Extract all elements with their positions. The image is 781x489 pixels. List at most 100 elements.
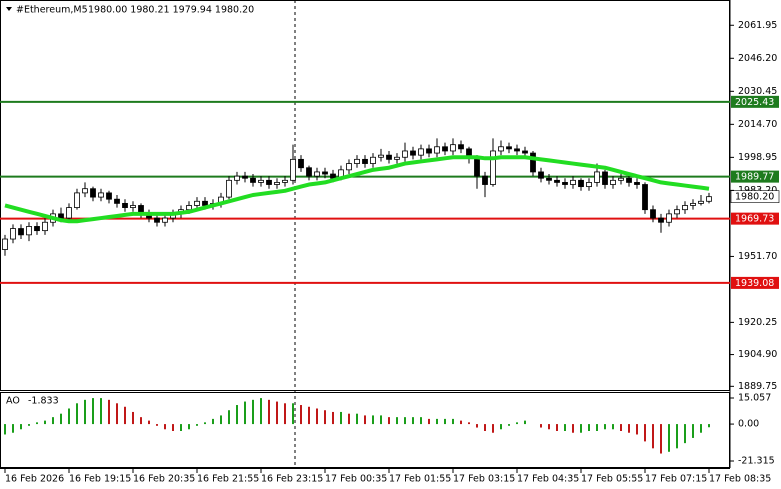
- level-label: 1969.73: [735, 214, 774, 225]
- candle-body: [10, 228, 16, 240]
- candle-body: [682, 205, 688, 211]
- candle-body: [386, 154, 392, 160]
- candle-body: [162, 217, 168, 223]
- candle-body: [610, 179, 616, 185]
- candle-body: [26, 226, 32, 236]
- indicator-value: -1.833: [28, 396, 59, 407]
- candle-body: [282, 179, 288, 183]
- candle-body: [450, 144, 456, 152]
- x-tick-label: 17 Feb 01:55: [389, 474, 451, 485]
- candle-body: [378, 154, 384, 158]
- candle-body: [370, 156, 376, 164]
- candle-body: [458, 144, 464, 150]
- candle-body: [394, 156, 400, 160]
- candle-body: [578, 179, 584, 188]
- candle-body: [666, 213, 672, 223]
- candle-body: [674, 209, 680, 215]
- candle-body: [298, 158, 304, 169]
- candle-body: [330, 173, 336, 179]
- candle-body: [202, 200, 208, 206]
- candle-body: [18, 228, 24, 236]
- level-label: 2025.43: [735, 97, 774, 108]
- y-tick-label: 1889.75: [738, 381, 777, 392]
- x-tick-label: 16 Feb 21:55: [197, 474, 259, 485]
- candle-body: [538, 171, 544, 179]
- candle-body: [74, 192, 80, 208]
- candle-body: [306, 167, 312, 177]
- candle-body: [554, 179, 560, 183]
- y-tick-label: 2046.20: [738, 53, 777, 64]
- candle-body: [522, 150, 528, 154]
- candle-body: [362, 158, 368, 164]
- candle-body: [402, 150, 408, 158]
- candle-body: [258, 179, 264, 183]
- candle-body: [274, 182, 280, 185]
- current-price-label: 1980.20: [735, 192, 774, 203]
- y-tick-label: 2030.45: [738, 86, 777, 97]
- candle-body: [98, 192, 104, 198]
- level-label: 1939.08: [735, 278, 774, 289]
- candle-body: [266, 179, 272, 185]
- x-tick-label: 16 Feb 23:15: [261, 474, 323, 485]
- candle-body: [530, 152, 536, 173]
- menu-arrow[interactable]: [6, 7, 12, 11]
- candle-body: [698, 200, 704, 204]
- candle-body: [242, 175, 248, 179]
- candle-body: [66, 207, 72, 219]
- candle-body: [706, 196, 712, 202]
- y-tick-label: 1998.95: [738, 152, 777, 163]
- indicator-label: AO: [6, 396, 20, 407]
- candle-body: [346, 163, 352, 171]
- candle-body: [506, 146, 512, 150]
- candle-body: [354, 158, 360, 164]
- candle-body: [562, 182, 568, 185]
- x-tick-label: 16 Feb 19:15: [69, 474, 131, 485]
- candle-body: [250, 177, 256, 183]
- candle-body: [658, 217, 664, 223]
- candle-body: [314, 171, 320, 177]
- x-tick-label: 17 Feb 08:35: [709, 474, 771, 485]
- candle-body: [290, 158, 296, 181]
- candle-body: [546, 177, 552, 181]
- candle-body: [58, 213, 64, 219]
- candle-body: [474, 156, 480, 177]
- moving-average: [4, 155, 710, 224]
- ao-tick-label: -21.315: [738, 455, 775, 466]
- current-price-tag: [730, 190, 780, 203]
- candle-body: [226, 179, 232, 198]
- level-label: 1989.77: [735, 172, 774, 183]
- candle-body: [570, 179, 576, 185]
- symbol: #Ethereum,M5: [16, 5, 88, 16]
- candle-body: [322, 171, 328, 175]
- y-tick-label: 2014.70: [738, 119, 777, 130]
- candle-body: [154, 217, 160, 223]
- candle-body: [482, 175, 488, 185]
- candle-body: [490, 150, 496, 185]
- candle-body: [498, 146, 504, 152]
- candle-body: [130, 205, 136, 208]
- candle-body: [594, 171, 600, 183]
- candle-body: [90, 188, 96, 198]
- candle-body: [418, 148, 424, 156]
- y-tick-label: 1951.70: [738, 251, 777, 262]
- level-tag: [731, 276, 779, 289]
- candle-body: [106, 192, 112, 200]
- candle-body: [586, 182, 592, 188]
- level-tag: [731, 95, 779, 108]
- candle-body: [634, 182, 640, 185]
- candle-body: [426, 148, 432, 154]
- candle-body: [514, 148, 520, 152]
- x-tick-label: 17 Feb 05:55: [581, 474, 643, 485]
- x-tick-label: 17 Feb 07:15: [645, 474, 707, 485]
- candle-body: [650, 209, 656, 219]
- candle-body: [618, 177, 624, 181]
- level-tag: [731, 170, 779, 183]
- x-tick-label: 16 Feb 20:35: [133, 474, 195, 485]
- candle-body: [434, 146, 440, 154]
- candle-body: [186, 205, 192, 211]
- x-tick-label: 17 Feb 00:35: [325, 474, 387, 485]
- candle-body: [2, 238, 8, 250]
- x-tick-label: 17 Feb 04:35: [517, 474, 579, 485]
